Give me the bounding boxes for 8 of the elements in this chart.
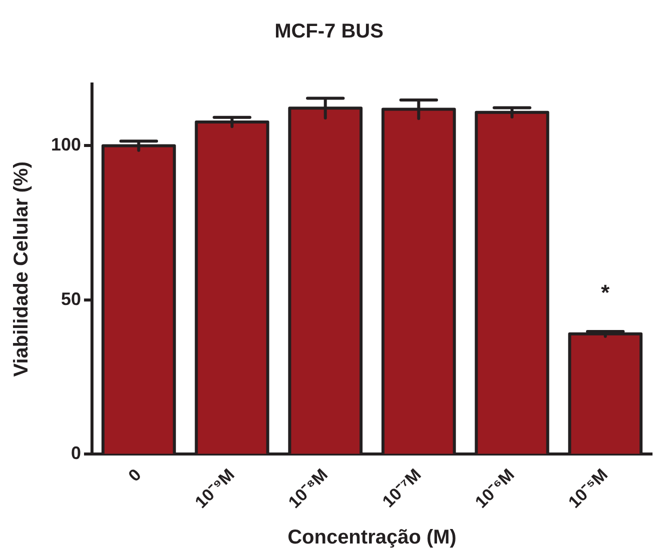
annotation: * bbox=[601, 280, 610, 305]
x-tick-label: 0 bbox=[124, 465, 145, 486]
y-tick-label: 50 bbox=[61, 288, 82, 309]
x-axis-title: Concentração (M) bbox=[288, 526, 456, 549]
y-axis-title: Viabilidade Celular (%) bbox=[10, 161, 33, 377]
y-tick-label: 100 bbox=[50, 134, 82, 155]
y-tick-label: 0 bbox=[71, 443, 82, 464]
chart-title: MCF-7 BUS bbox=[274, 20, 384, 43]
